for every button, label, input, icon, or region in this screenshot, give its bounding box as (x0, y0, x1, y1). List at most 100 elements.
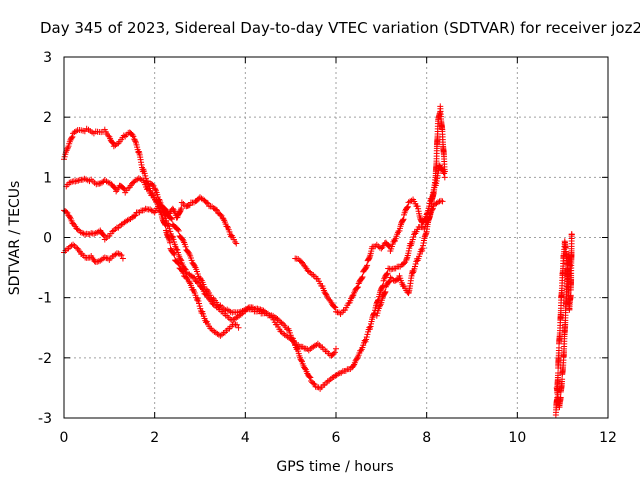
data-point (307, 374, 314, 381)
x-tick-label: 8 (422, 430, 431, 446)
data-point (71, 242, 78, 249)
y-tick-label: 0 (43, 231, 52, 247)
data-point (429, 206, 436, 213)
data-point (331, 349, 338, 356)
data-point (203, 199, 210, 206)
data-point (378, 245, 385, 252)
data-point (129, 131, 136, 138)
data-point (110, 227, 117, 234)
data-point (186, 202, 193, 209)
data-point (135, 149, 142, 156)
data-point (131, 137, 138, 144)
data-point (120, 132, 127, 139)
y-tick-label: -2 (38, 351, 52, 367)
data-point (119, 255, 126, 262)
data-point (375, 296, 382, 303)
data-point (568, 231, 575, 238)
data-point (167, 239, 174, 246)
data-point (567, 292, 574, 299)
data-point (381, 289, 388, 296)
data-point (204, 200, 211, 207)
data-point (174, 226, 181, 233)
data-point (68, 134, 75, 141)
data-point (183, 274, 190, 281)
data-point (359, 274, 366, 281)
data-point (177, 207, 184, 214)
data-point (197, 276, 204, 283)
data-point (174, 246, 181, 253)
data-point (178, 205, 185, 212)
data-point (182, 243, 189, 250)
data-point (404, 203, 411, 210)
data-point (166, 225, 173, 232)
data-point (142, 172, 149, 179)
data-point (159, 207, 166, 214)
data-point (310, 380, 317, 387)
x-tick-label: 4 (241, 430, 250, 446)
data-point (235, 324, 242, 331)
data-point (394, 276, 401, 283)
data-point (194, 271, 201, 278)
data-point (441, 168, 448, 175)
y-tick-label: 2 (43, 110, 52, 126)
data-point (364, 331, 371, 338)
data-point (363, 334, 370, 341)
data-point (377, 302, 384, 309)
data-point (132, 212, 139, 219)
data-point (311, 381, 318, 388)
data-point (397, 221, 404, 228)
data-point (212, 206, 219, 213)
data-point (162, 215, 169, 222)
data-point (149, 181, 156, 188)
data-point (233, 240, 240, 247)
y-axis-label: SDTVAR / TECUs (7, 181, 23, 296)
x-tick-label: 6 (332, 430, 341, 446)
data-point (72, 178, 79, 185)
data-point (109, 139, 116, 146)
data-point (175, 261, 182, 268)
data-point (415, 205, 422, 212)
data-point (410, 233, 417, 240)
data-point (100, 231, 107, 238)
data-point (295, 348, 302, 355)
data-point (170, 236, 177, 243)
data-point (186, 279, 193, 286)
data-point (366, 255, 373, 262)
data-point (323, 291, 330, 298)
data-point (405, 247, 412, 254)
data-point (162, 212, 169, 219)
data-point (177, 256, 184, 263)
data-point (191, 262, 198, 269)
x-tick-label: 2 (150, 430, 159, 446)
data-point (384, 270, 391, 277)
data-point (196, 303, 203, 310)
data-point (402, 207, 409, 214)
data-point (178, 199, 185, 206)
data-point (405, 199, 412, 206)
data-point (203, 292, 210, 299)
data-point (274, 316, 281, 323)
x-tick-label: 0 (60, 430, 69, 446)
data-point (403, 256, 410, 263)
data-point (400, 216, 407, 223)
data-point (63, 147, 70, 154)
data-points (61, 103, 575, 418)
data-point (217, 211, 224, 218)
data-point (376, 303, 383, 310)
data-point (380, 282, 387, 289)
data-point (567, 270, 574, 277)
data-point (409, 236, 416, 243)
data-point (220, 216, 227, 223)
data-point (354, 284, 361, 291)
data-point (191, 275, 198, 282)
data-point (354, 284, 361, 291)
data-point (194, 279, 201, 286)
data-point (385, 278, 392, 285)
data-point (333, 345, 339, 352)
data-point (199, 285, 206, 292)
data-point (163, 217, 170, 224)
data-point (99, 179, 106, 186)
x-tick-label: 10 (508, 430, 526, 446)
data-point (86, 231, 93, 238)
data-point (557, 394, 564, 401)
